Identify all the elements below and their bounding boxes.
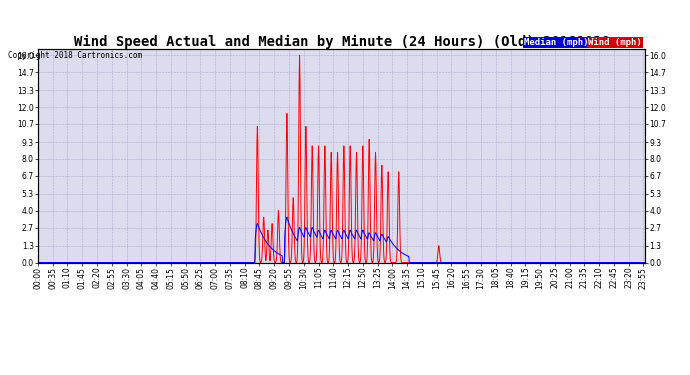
Text: Wind (mph): Wind (mph) xyxy=(588,38,642,47)
Title: Wind Speed Actual and Median by Minute (24 Hours) (Old) 20181020: Wind Speed Actual and Median by Minute (… xyxy=(74,34,609,49)
Text: Copyright 2018 Cartronics.com: Copyright 2018 Cartronics.com xyxy=(8,51,142,60)
Text: Median (mph): Median (mph) xyxy=(524,38,589,47)
